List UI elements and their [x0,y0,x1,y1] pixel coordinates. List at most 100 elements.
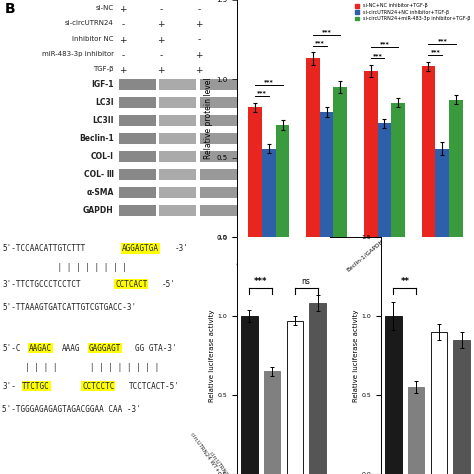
Text: CCTCCTC: CCTCCTC [82,382,114,391]
Bar [248,108,262,237]
Text: ***: *** [315,40,325,45]
Text: TCCTCACT-5': TCCTCACT-5' [128,382,179,391]
Text: AAGAC: AAGAC [29,344,52,353]
Text: 5'-TGGGAGAGAGTAGACGGAA CAA -3': 5'-TGGGAGAGAGTAGACGGAA CAA -3' [2,405,141,414]
Text: +: + [157,66,165,75]
Bar [118,187,155,198]
Bar [262,148,275,237]
Bar [200,97,237,108]
Text: ns: ns [302,277,310,286]
Text: -: - [160,51,163,60]
Text: TTCTGC: TTCTGC [22,382,50,391]
Text: | | | | | | | |: | | | | | | | | [2,263,127,272]
Text: +: + [119,66,127,75]
Bar [241,316,257,474]
Text: +: + [195,20,203,29]
Text: α-SMA: α-SMA [86,188,114,197]
Text: circUTRN24 WT+: circUTRN24 WT+ [190,431,221,473]
Text: Beclin-1: Beclin-1 [79,134,114,143]
Bar [118,79,155,90]
Legend: si-NC+NC inhibitor+TGF-β, si-circUTRN24+NC inhibitor+TGF-β, si-circUTRN24+miR-48: si-NC+NC inhibitor+TGF-β, si-circUTRN24+… [355,2,472,22]
Bar [200,79,237,90]
Y-axis label: Relative luciferase activity: Relative luciferase activity [353,309,359,402]
Text: 3'-TTCTGCCCTCCTCT: 3'-TTCTGCCCTCCTCT [2,280,81,289]
Bar [421,66,436,237]
Text: -: - [122,51,125,60]
Text: si-NC: si-NC [96,5,114,11]
Text: LC3I: LC3I [95,98,114,107]
Bar [159,97,196,108]
Y-axis label: Relative protein level: Relative protein level [204,78,213,159]
Bar [306,58,319,237]
Text: si-circUTRN24: si-circUTRN24 [65,20,114,26]
Bar [200,133,237,144]
Bar [118,133,155,144]
Bar [364,71,377,237]
Text: 5'-TTAAAGTGATCATTGTCGTGACC-3': 5'-TTAAAGTGATCATTGTCGTGACC-3' [2,303,137,312]
Text: +: + [119,5,127,14]
Text: ***: *** [373,53,383,58]
Text: -: - [160,5,163,14]
Bar [159,79,196,90]
Text: CCTCACT: CCTCACT [115,280,147,289]
Text: ***: *** [430,49,440,55]
Bar [118,97,155,108]
Text: +: + [195,66,203,75]
Bar [200,187,237,198]
Bar [159,205,196,216]
Text: TGF-β: TGF-β [93,66,114,73]
Text: GAPDH: GAPDH [83,206,114,215]
Text: 5'-C: 5'-C [2,344,21,353]
Text: COL-I: COL-I [91,152,114,161]
Text: B: B [5,2,15,17]
Text: GG GTA-3': GG GTA-3' [135,344,177,353]
Bar [385,316,401,474]
Text: +: + [157,20,165,29]
Text: +: + [195,51,203,60]
Text: 3'-: 3'- [2,382,16,391]
Bar [118,205,155,216]
Bar [436,148,449,237]
Text: COL- Ⅲ: COL- Ⅲ [83,170,114,179]
Text: -: - [122,20,125,29]
Text: ***: *** [438,38,447,44]
Text: ***: *** [322,29,331,34]
Text: Inhibitor NC: Inhibitor NC [72,36,114,42]
Bar [408,387,424,474]
Bar [200,205,237,216]
Text: ***: *** [380,42,389,46]
Bar [431,332,447,474]
Text: GAGGAGT: GAGGAGT [89,344,121,353]
Text: ***: *** [254,277,267,286]
Bar [200,169,237,180]
Text: -3': -3' [175,244,189,253]
Bar [264,371,280,474]
Bar [275,125,290,237]
Text: ***: *** [264,80,273,84]
Y-axis label: Relative luciferase activity: Relative luciferase activity [209,309,215,402]
Bar [287,321,303,474]
Text: -5': -5' [162,280,175,289]
Text: AAAG: AAAG [62,344,81,353]
Bar [200,151,237,162]
Bar [392,103,405,237]
Bar [200,115,237,126]
Bar [319,112,334,237]
Bar [159,169,196,180]
Text: 5'-TCCAACATTGTCTTT: 5'-TCCAACATTGTCTTT [2,244,86,253]
Text: | | | |       | | | | | | | |: | | | | | | | | | | | | [2,363,160,372]
Bar [118,169,155,180]
Text: miR-483-3p inhibitor: miR-483-3p inhibitor [42,51,114,57]
Text: AGGAGTGA: AGGAGTGA [122,244,159,253]
Text: ***: *** [257,91,266,96]
Bar [449,100,463,237]
Bar [454,340,470,474]
Bar [159,115,196,126]
Bar [159,151,196,162]
Bar [159,187,196,198]
Bar [118,151,155,162]
Text: -: - [198,5,201,14]
Text: +: + [157,36,165,45]
Text: -: - [198,36,201,45]
Bar [377,123,392,237]
